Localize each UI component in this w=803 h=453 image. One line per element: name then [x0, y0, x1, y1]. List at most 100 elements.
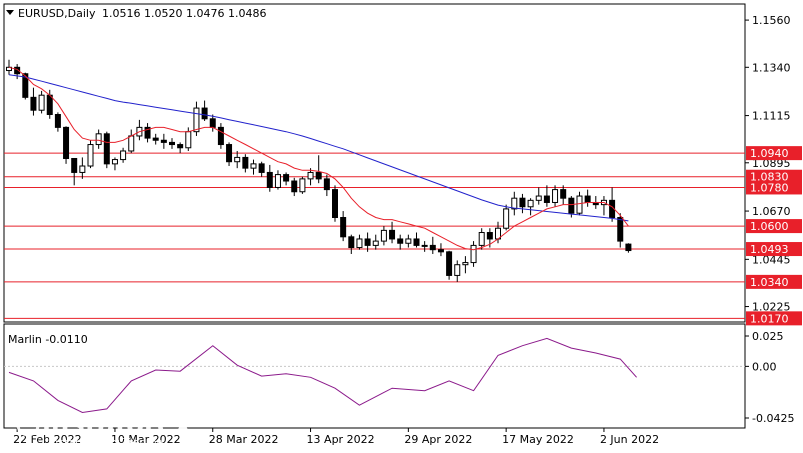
candle-body — [413, 238, 420, 246]
oscillator-layer — [4, 337, 745, 414]
candle-body — [242, 156, 249, 169]
candle-body — [576, 195, 583, 214]
time-tick-label: 2 Jun 2022 — [600, 433, 659, 446]
level-label-box — [746, 311, 802, 326]
candle-body — [340, 217, 347, 238]
indicator-panel — [3, 323, 746, 429]
osc-tick-label: -0.0425 — [752, 412, 794, 425]
candle-body — [364, 238, 371, 246]
watermark-tagline: Instant Forex Trading — [48, 436, 164, 449]
candle-body — [152, 137, 159, 141]
candle-body — [111, 159, 118, 165]
candle-body — [584, 195, 591, 203]
candle-body — [291, 180, 298, 193]
candle-body — [193, 107, 200, 133]
candle-body — [389, 229, 396, 240]
candle-body — [54, 114, 61, 128]
chart-ohlc: 1.0516 1.0520 1.0476 1.0486 — [102, 7, 266, 20]
level-label-box — [746, 242, 802, 257]
collapse-triangle-icon[interactable] — [6, 10, 14, 15]
candle-body — [421, 244, 428, 247]
candle-body — [405, 238, 412, 244]
level-label: 1.0493 — [750, 243, 789, 256]
price-tick-label: 1.1560 — [752, 14, 791, 27]
candle-body — [283, 174, 290, 182]
watermark-brand: instaforex — [42, 410, 192, 440]
level-label-box — [746, 146, 802, 161]
candle-body — [332, 189, 338, 219]
candle-body — [511, 197, 518, 210]
candle-body — [103, 133, 110, 165]
candle-body — [250, 163, 257, 169]
candle-body — [519, 197, 526, 208]
osc-tick-label: 0.00 — [752, 360, 777, 373]
candle-body — [38, 94, 45, 111]
level-label-box — [746, 180, 802, 195]
candle-body — [46, 94, 53, 116]
candle-body — [323, 178, 330, 191]
level-label: 1.0780 — [750, 181, 789, 194]
level-label-box — [746, 169, 802, 184]
price-tick-label: 1.1340 — [752, 61, 791, 74]
candle-body — [226, 144, 233, 163]
level-label: 1.0340 — [750, 276, 789, 289]
time-tick-label: 28 Mar 2022 — [209, 433, 279, 446]
candle-body — [454, 264, 461, 276]
candle-body — [552, 189, 559, 203]
candle-body — [144, 126, 151, 139]
candle-body — [299, 178, 306, 193]
candle-body — [177, 144, 184, 149]
candle-body — [617, 217, 624, 242]
level-label: 1.0600 — [750, 220, 789, 233]
level-label-box — [746, 219, 802, 234]
ma-fast-line — [8, 66, 629, 251]
osc-tick-label: 0.025 — [752, 330, 784, 343]
candle-body — [160, 139, 167, 143]
price-tick-label: 1.0225 — [752, 301, 791, 314]
candle-body — [437, 249, 444, 253]
candle-body — [6, 66, 12, 72]
candle-body — [315, 171, 322, 180]
indicator-label: Marlin -0.0110 — [8, 333, 88, 346]
candle-body — [120, 150, 127, 161]
candle-body — [266, 171, 273, 188]
candle-body — [169, 141, 175, 146]
chart-symbol: EURUSD,Daily — [18, 7, 96, 20]
candle-body — [356, 238, 363, 249]
level-label: 1.0170 — [750, 312, 789, 325]
candle-body — [30, 96, 37, 111]
candle-body — [87, 144, 94, 167]
price-panel — [3, 3, 746, 323]
candle-body — [201, 107, 208, 120]
candle-body — [470, 244, 477, 264]
level-label-box — [746, 274, 802, 289]
candle-body — [274, 174, 281, 188]
candle-body — [535, 195, 542, 201]
time-tick-label: 10 Mar 2022 — [111, 433, 181, 446]
price-tick-label: 1.0670 — [752, 205, 791, 218]
time-axis: 22 Feb 2022 10 Mar 2022 28 Mar 2022 13 Apr … — [13, 428, 659, 446]
candle-body — [234, 156, 241, 163]
watermark: instaforex Instant Forex Trading — [16, 410, 192, 449]
candle-body — [380, 229, 387, 242]
candle-body — [209, 118, 216, 128]
price-axis: 1.15601.13401.11151.08951.06701.04451.02… — [745, 14, 802, 425]
candle-body — [478, 232, 485, 246]
candle-body — [258, 163, 265, 173]
time-tick-label: 13 Apr 2022 — [307, 433, 375, 446]
candle-body — [446, 251, 453, 276]
candle-body — [185, 131, 192, 149]
candle-body — [348, 236, 355, 249]
candle-body — [503, 208, 510, 229]
candle-body — [429, 244, 436, 251]
candle-body — [14, 66, 21, 75]
price-tick-label: 1.0445 — [752, 253, 791, 266]
time-tick-label: 17 May 2022 — [502, 433, 574, 446]
instaforex-logo-icon — [16, 413, 40, 437]
candle-body — [462, 262, 469, 266]
candle-body — [95, 133, 102, 146]
time-tick-label: 29 Apr 2022 — [404, 433, 472, 446]
moving-averages — [8, 66, 629, 251]
candle-body — [22, 73, 29, 98]
